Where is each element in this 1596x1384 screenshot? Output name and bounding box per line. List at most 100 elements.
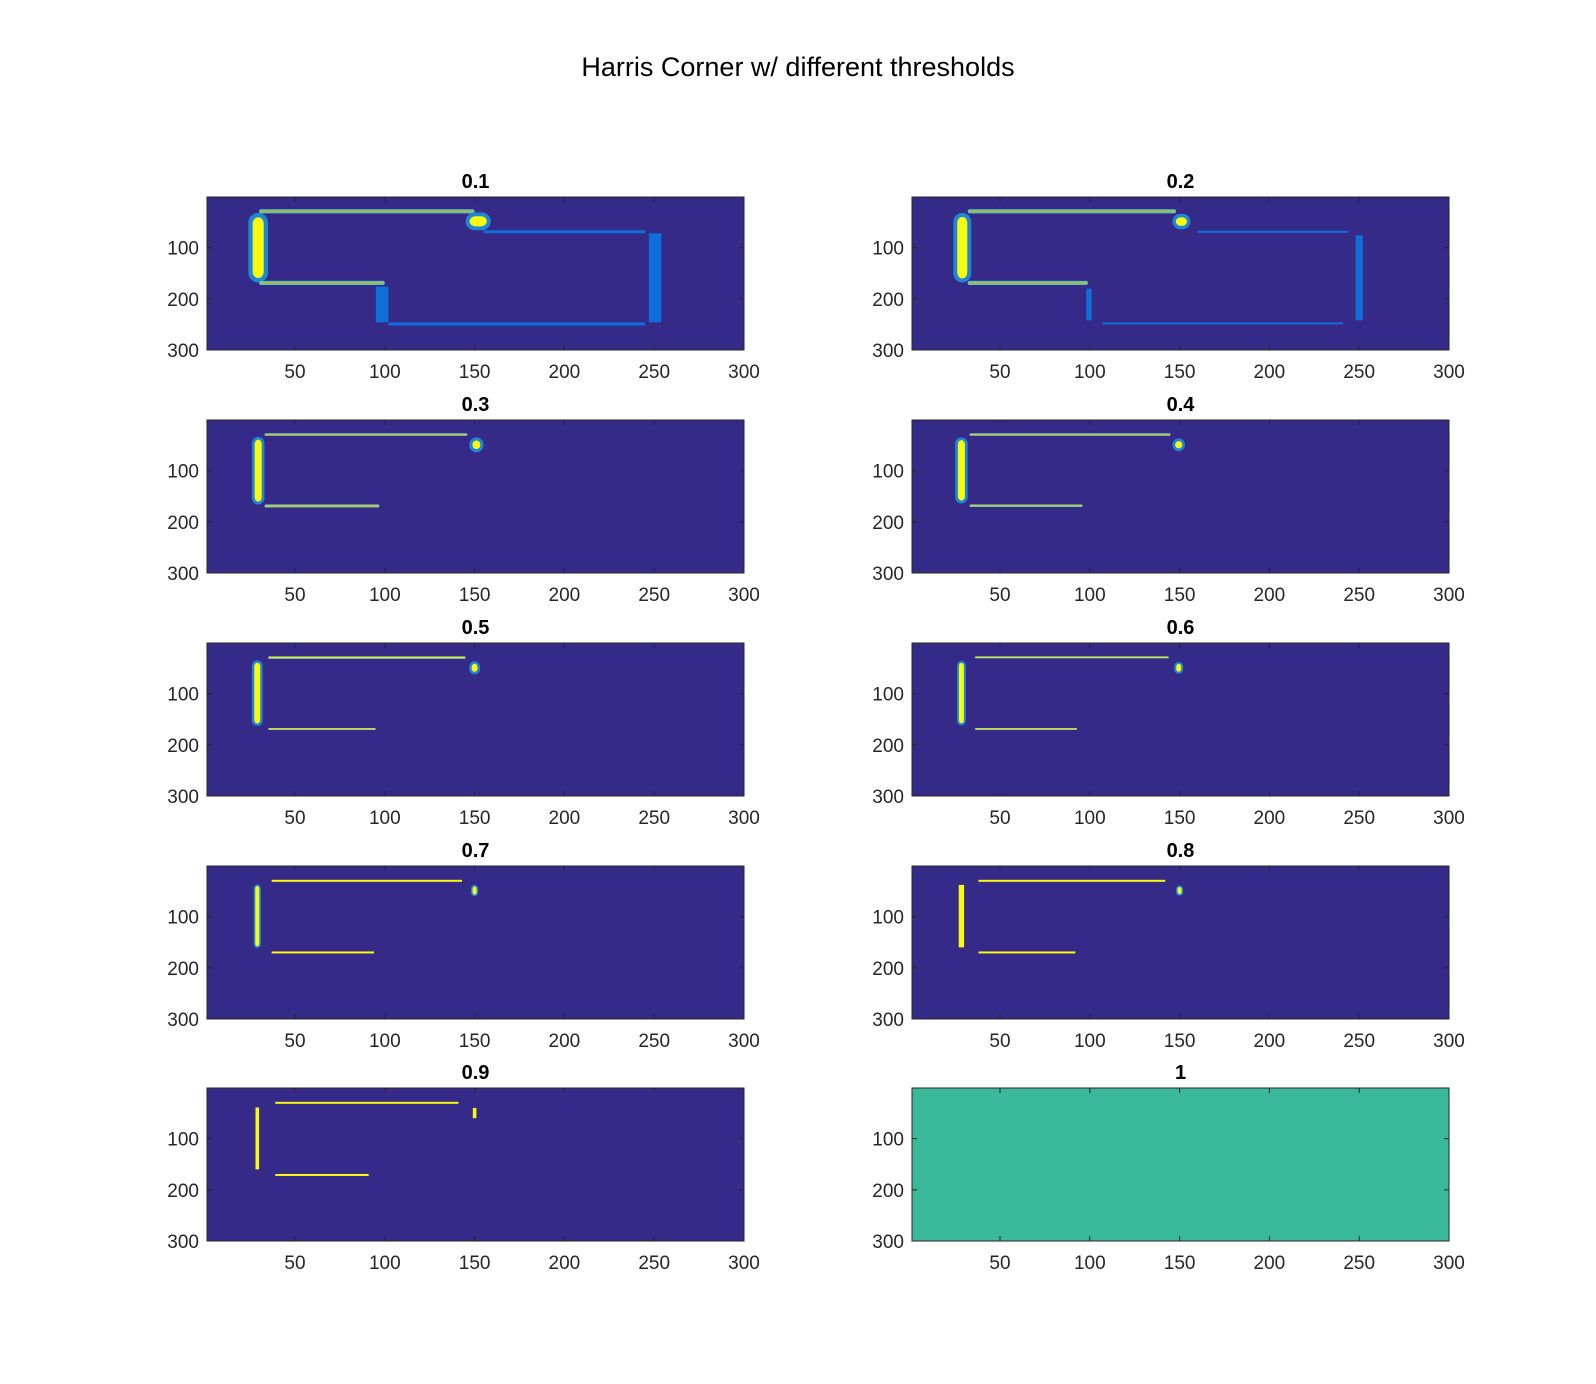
y-tick-label: 300	[167, 564, 199, 585]
feature-mark	[483, 230, 646, 234]
subplot-title: 0.5	[462, 617, 490, 639]
axes-frame	[206, 865, 745, 1020]
axes-frame	[911, 196, 1450, 351]
y-tick-label: 200	[872, 736, 904, 757]
y-tick-label: 300	[872, 1232, 904, 1253]
feature-core	[1175, 441, 1183, 449]
subplot-threshold-0-2: 0.2 50 100 150 200 250 300 100 200 300	[872, 171, 1465, 383]
y-tick-label: 200	[167, 959, 199, 980]
y-tick-label: 300	[872, 787, 904, 808]
x-tick-label: 300	[728, 362, 760, 383]
heatmap-features	[953, 209, 1363, 325]
y-tick-label: 200	[872, 513, 904, 534]
x-tick-label: 300	[728, 808, 760, 829]
x-tick-label: 100	[1074, 585, 1106, 606]
x-tick-label: 50	[989, 362, 1010, 383]
feature-mark	[275, 1173, 369, 1176]
y-tick-label: 200	[167, 736, 199, 757]
x-tick-label: 200	[549, 362, 581, 383]
feature-core	[259, 210, 474, 213]
axes-frame	[911, 865, 1450, 1020]
feature-core	[957, 216, 968, 279]
feature-mark	[978, 951, 1076, 954]
feature-core	[1176, 663, 1182, 672]
feature-core	[970, 433, 1171, 436]
x-tick-label: 150	[1164, 362, 1196, 383]
x-tick-label: 150	[459, 1253, 491, 1274]
x-tick-label: 150	[459, 1031, 491, 1052]
subplot-title: 0.9	[462, 1062, 490, 1084]
x-tick-label: 100	[1074, 362, 1106, 383]
feature-mark	[388, 322, 646, 326]
feature-core	[255, 886, 260, 947]
x-tick-label: 200	[1254, 808, 1286, 829]
feature-core	[958, 662, 964, 724]
heatmap-features	[251, 656, 480, 730]
subplot-title: 0.7	[462, 840, 490, 862]
x-tick-label: 50	[989, 585, 1010, 606]
feature-mark	[1197, 230, 1349, 233]
heatmap-features	[248, 209, 662, 326]
feature-core	[252, 217, 264, 279]
feature-mark	[648, 233, 662, 323]
heatmap-features	[253, 879, 479, 954]
x-tick-label: 250	[638, 1031, 670, 1052]
axes-frame	[206, 419, 745, 574]
x-tick-label: 200	[1254, 585, 1286, 606]
x-tick-label: 200	[549, 1031, 581, 1052]
feature-core	[975, 728, 1077, 730]
y-tick-label: 100	[872, 239, 904, 260]
feature-mark	[275, 1101, 459, 1104]
x-tick-label: 100	[369, 585, 401, 606]
x-tick-label: 150	[459, 808, 491, 829]
y-tick-label: 200	[872, 290, 904, 311]
heatmap-background	[912, 1088, 1449, 1241]
subplot-threshold-0-6: 0.6 50 100 150 200 250 300 100 200 300	[872, 617, 1465, 829]
x-tick-label: 150	[1164, 585, 1196, 606]
x-tick-label: 200	[549, 1253, 581, 1274]
x-tick-label: 100	[369, 808, 401, 829]
subplot-title: 0.1	[462, 171, 490, 193]
y-tick-label: 300	[167, 341, 199, 362]
x-tick-label: 150	[1164, 1031, 1196, 1052]
x-tick-label: 50	[284, 808, 305, 829]
heatmap-features	[255, 1101, 477, 1176]
y-tick-label: 100	[167, 908, 199, 929]
feature-mark	[1355, 235, 1363, 321]
feature-core	[259, 281, 384, 285]
feature-core	[469, 216, 487, 227]
heatmap-features	[956, 656, 1184, 730]
x-tick-label: 300	[1433, 1031, 1465, 1052]
x-tick-label: 50	[989, 1253, 1010, 1274]
x-tick-label: 250	[1343, 585, 1375, 606]
y-tick-label: 300	[167, 1010, 199, 1031]
x-tick-label: 250	[1343, 1031, 1375, 1052]
y-tick-label: 100	[167, 1130, 199, 1151]
feature-core	[254, 662, 261, 724]
x-tick-label: 50	[284, 1253, 305, 1274]
x-tick-label: 300	[728, 585, 760, 606]
feature-mark	[271, 879, 463, 882]
x-tick-label: 100	[369, 362, 401, 383]
y-tick-label: 300	[167, 1232, 199, 1253]
x-tick-label: 50	[284, 585, 305, 606]
feature-mark	[978, 879, 1166, 882]
x-tick-label: 300	[728, 1031, 760, 1052]
subplot-title: 0.2	[1167, 171, 1195, 193]
x-tick-label: 100	[1074, 1253, 1106, 1274]
subplot-threshold-0-1: 0.1 50 100 150 200 250 300 100 200 300	[167, 171, 760, 383]
feature-core	[268, 728, 376, 730]
feature-core	[471, 663, 478, 672]
subplot-title: 0.3	[462, 394, 490, 416]
x-tick-label: 100	[1074, 808, 1106, 829]
axes-frame	[206, 642, 745, 797]
x-tick-label: 250	[638, 808, 670, 829]
y-tick-label: 100	[167, 239, 199, 260]
axes-frame	[911, 419, 1450, 574]
feature-core	[968, 210, 1176, 213]
x-tick-label: 200	[549, 808, 581, 829]
y-tick-label: 100	[167, 685, 199, 706]
x-tick-label: 300	[1433, 585, 1465, 606]
